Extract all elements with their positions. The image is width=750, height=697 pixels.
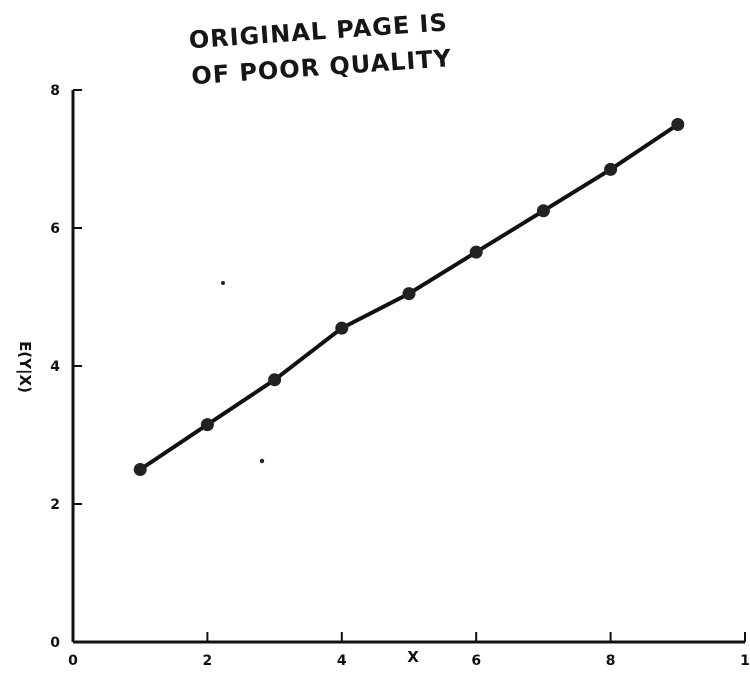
x-axis: 0 2 4 6 8 1 xyxy=(68,632,750,669)
y-tick-label: 0 xyxy=(50,635,60,651)
data-point xyxy=(200,418,214,432)
x-tick-label: 2 xyxy=(203,653,213,669)
series-layer xyxy=(133,118,685,476)
y-axis-label: E(Y|X) xyxy=(15,341,34,393)
data-point xyxy=(469,245,483,259)
y-tick-label: 2 xyxy=(50,497,60,513)
x-axis-label: X xyxy=(407,648,419,666)
data-point xyxy=(133,463,147,476)
data-point xyxy=(536,204,550,218)
speck-2 xyxy=(259,458,265,464)
data-point xyxy=(671,118,685,131)
stamp: ORIGINAL PAGE IS OF POOR QUALITY xyxy=(188,8,453,90)
y-tick-label: 4 xyxy=(50,359,60,375)
data-point xyxy=(268,373,282,387)
y-tick-label: 8 xyxy=(50,83,60,99)
x-tick-label: 1 xyxy=(740,653,750,669)
x-tick-label: 4 xyxy=(337,653,347,669)
data-point xyxy=(335,321,349,335)
y-axis: 0 2 4 6 8 xyxy=(50,83,82,651)
data-point xyxy=(402,287,416,301)
x-tick-label: 0 xyxy=(68,653,78,669)
data-point xyxy=(604,162,618,176)
x-tick-label: 6 xyxy=(471,653,481,669)
x-tick-label: 8 xyxy=(606,653,616,669)
speck-1 xyxy=(221,281,225,285)
y-tick-label: 6 xyxy=(50,221,60,237)
